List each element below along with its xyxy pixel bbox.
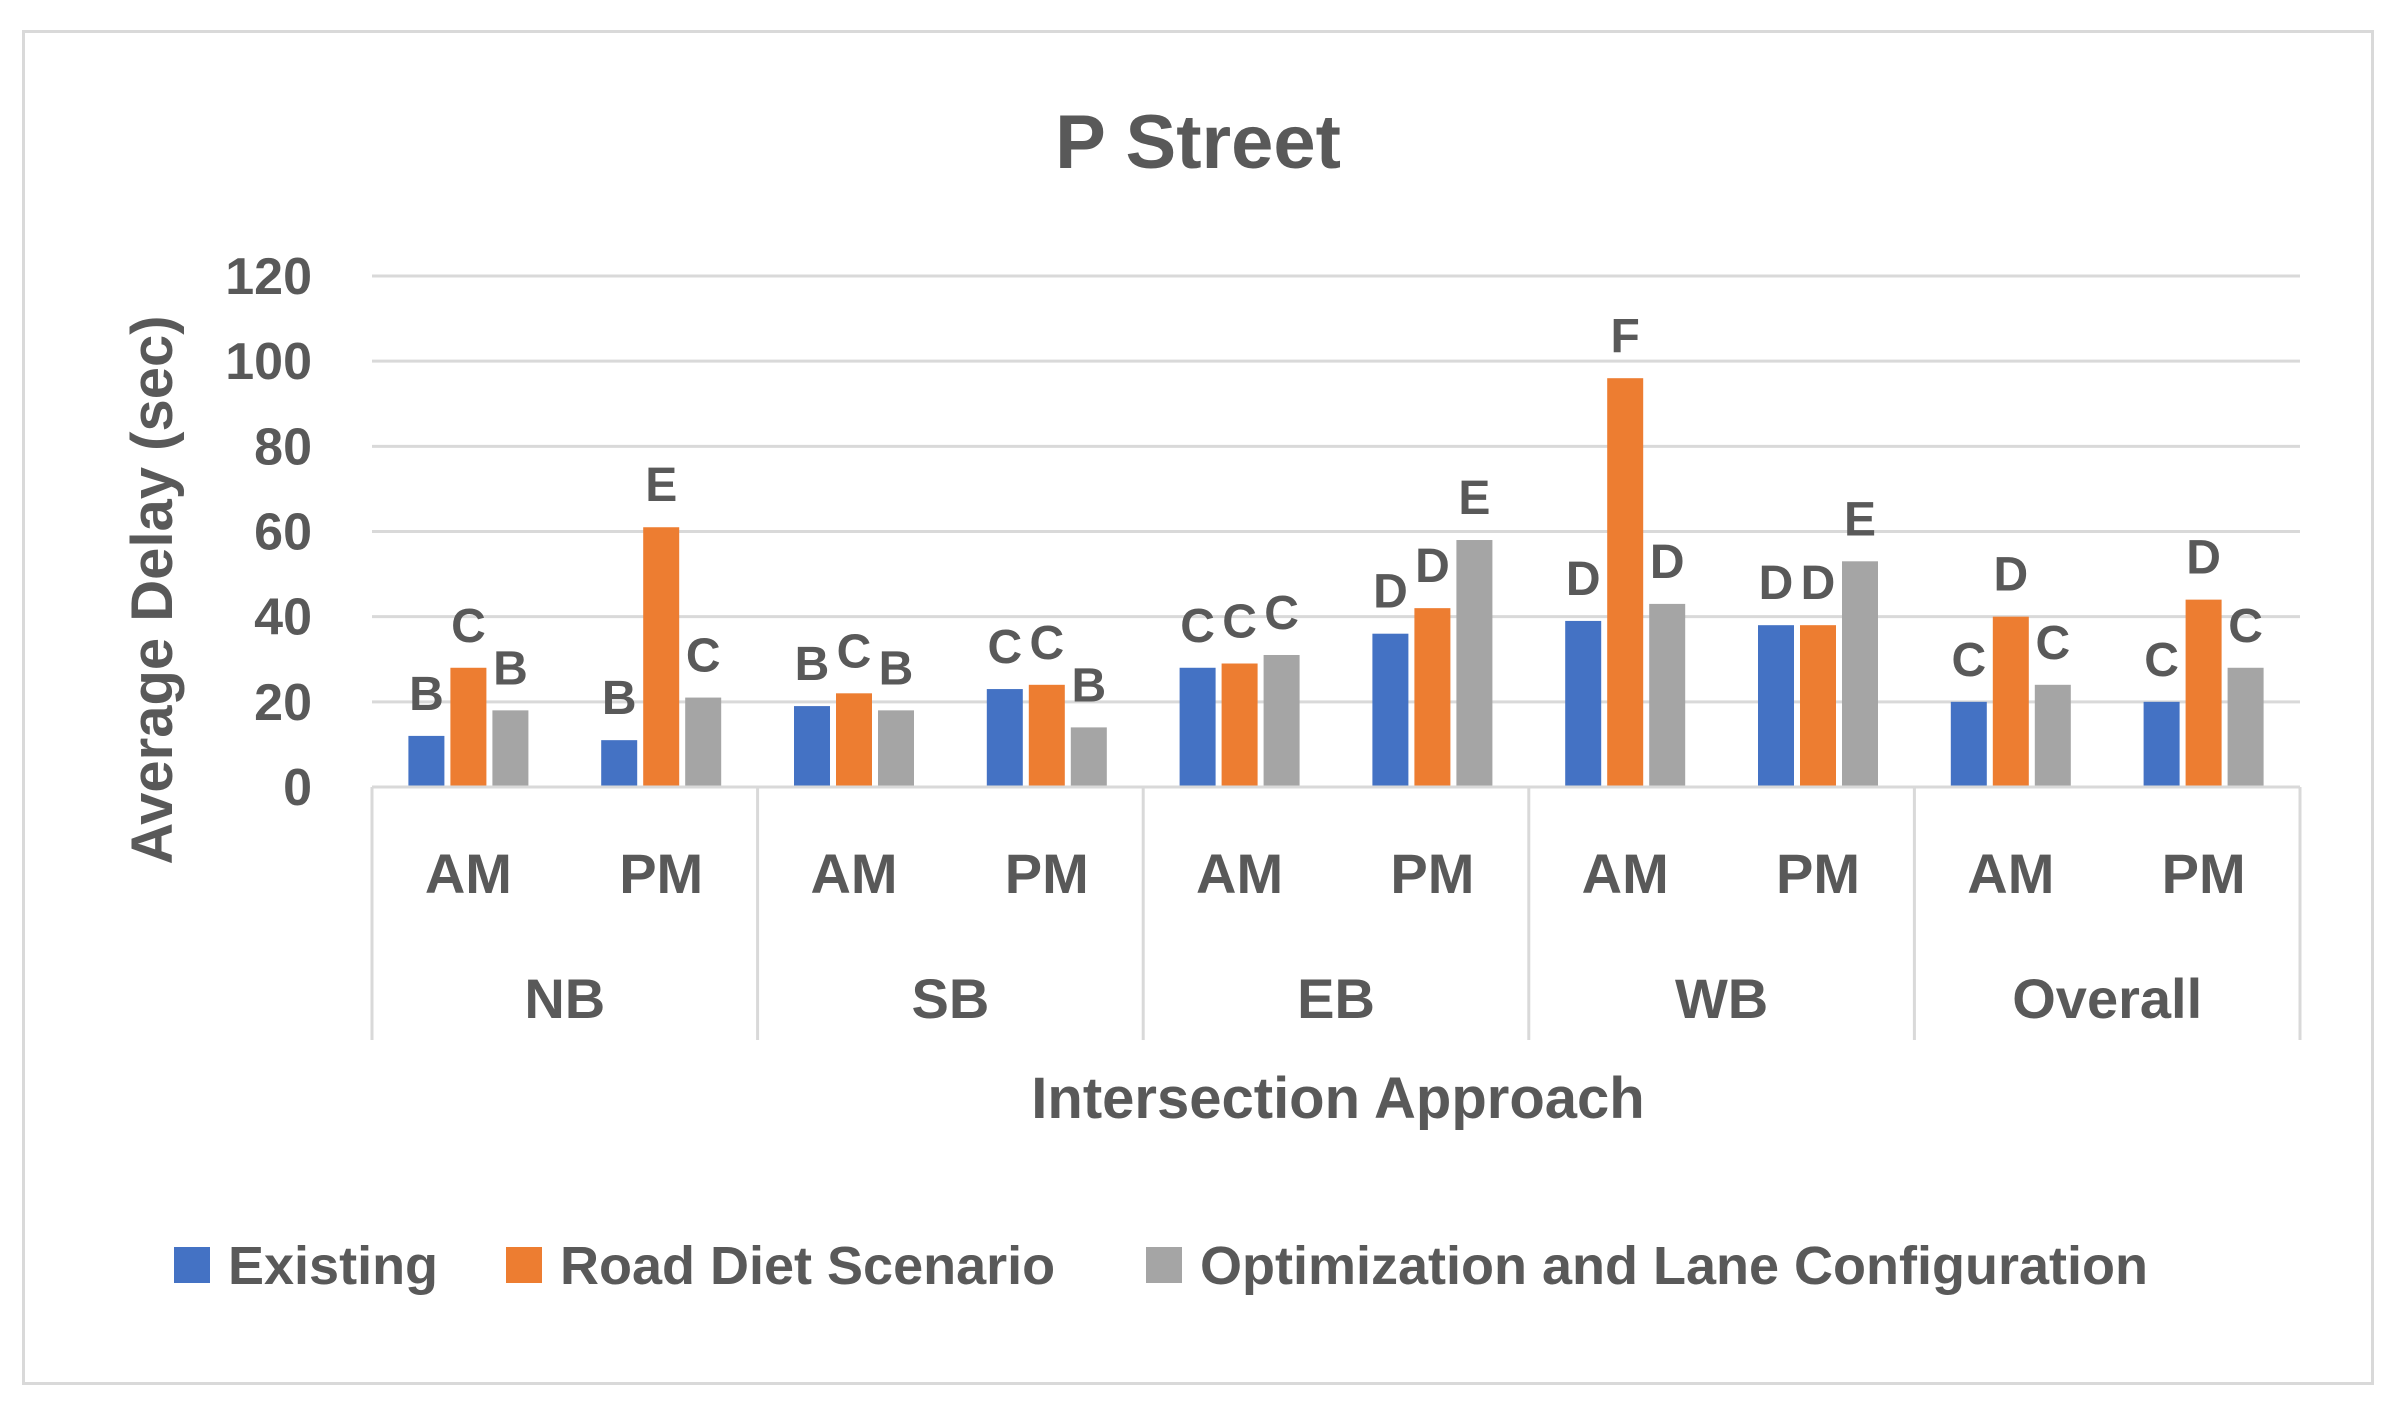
period-label: AM (1967, 842, 2054, 905)
los-label: C (1951, 634, 1986, 687)
bar-road-diet-scenario (643, 527, 680, 787)
los-label: D (1566, 553, 1601, 606)
bar-optimization-and-lane-configuration (1456, 540, 1493, 787)
y-tick-label: 80 (254, 418, 312, 476)
period-label: AM (1582, 842, 1669, 905)
los-label: D (1373, 566, 1408, 619)
y-tick-label: 100 (225, 333, 312, 391)
bar-optimization-and-lane-configuration (492, 710, 529, 787)
los-label: B (1071, 659, 1106, 712)
los-label: C (1180, 600, 1215, 653)
bar-optimization-and-lane-configuration (1842, 561, 1878, 787)
y-tick-label: 120 (225, 248, 312, 306)
period-label: AM (1196, 842, 1283, 905)
group-label: WB (1675, 967, 1768, 1030)
legend-swatch (174, 1247, 210, 1283)
y-tick-labels: 0 20 40 60 80 100 120 (225, 248, 312, 817)
y-tick-label: 20 (254, 674, 312, 732)
y-tick-label: 60 (254, 504, 312, 562)
los-label: C (2144, 634, 2179, 687)
bar-existing (408, 735, 445, 787)
los-label: D (1801, 557, 1836, 610)
los-label: B (879, 642, 914, 695)
bar-existing (794, 706, 830, 787)
bar-existing (1758, 625, 1794, 787)
bar-road-diet-scenario (1607, 378, 1644, 787)
bar-road-diet-scenario (1028, 684, 1065, 787)
bar-optimization-and-lane-configuration (1649, 603, 1686, 787)
group-label: NB (524, 967, 605, 1030)
bar-optimization-and-lane-configuration (2034, 684, 2071, 787)
y-tick-label: 0 (283, 759, 312, 817)
los-label: C (1264, 587, 1299, 640)
period-label: AM (810, 842, 897, 905)
los-label: B (602, 672, 637, 725)
bar-optimization-and-lane-configuration (1263, 654, 1300, 787)
los-label: D (1650, 536, 1685, 589)
los-label: B (493, 642, 528, 695)
bar-road-diet-scenario (450, 667, 487, 787)
los-label: C (2035, 617, 2070, 670)
los-label: D (1759, 557, 1794, 610)
bars (408, 378, 2264, 787)
los-label: C (686, 630, 721, 683)
los-label: D (2186, 532, 2221, 585)
bar-existing (986, 689, 1023, 787)
y-tick-label: 40 (254, 589, 312, 647)
x-axis-title: Intersection Approach (1031, 1066, 1644, 1131)
bar-optimization-and-lane-configuration (2227, 667, 2264, 787)
bar-optimization-and-lane-configuration (878, 710, 914, 787)
los-label: C (1222, 596, 1257, 649)
los-label: F (1611, 310, 1640, 363)
legend: Existing Road Diet Scenario Optimization a… (174, 1236, 2148, 1296)
period-label: PM (1776, 842, 1860, 905)
los-label: B (409, 668, 444, 721)
legend-swatch (1146, 1247, 1182, 1283)
los-label: C (451, 600, 486, 653)
los-label: E (1844, 493, 1876, 546)
y-axis-title: Average Delay (sec) (120, 315, 185, 864)
period-label: PM (1005, 842, 1089, 905)
legend-label: Road Diet Scenario (560, 1236, 1055, 1296)
bar-existing (1950, 701, 1987, 787)
los-label: C (987, 621, 1022, 674)
group-label: EB (1297, 967, 1375, 1030)
los-label: D (1415, 540, 1450, 593)
bar-existing (601, 740, 638, 787)
bar-optimization-and-lane-configuration (1070, 727, 1107, 787)
bar-road-diet-scenario (1221, 663, 1258, 787)
bar-existing (2143, 701, 2180, 787)
legend-label: Existing (228, 1236, 438, 1296)
bar-road-diet-scenario (836, 693, 872, 787)
los-label: D (1993, 549, 2028, 602)
period-label: PM (619, 842, 703, 905)
legend-swatch (506, 1247, 542, 1283)
bar-existing (1565, 620, 1602, 787)
los-label: C (1029, 617, 1064, 670)
los-label: C (837, 625, 872, 678)
bar-road-diet-scenario (1992, 616, 2029, 787)
period-label: PM (1390, 842, 1474, 905)
group-label: Overall (2012, 967, 2202, 1030)
period-label: AM (425, 842, 512, 905)
bar-optimization-and-lane-configuration (685, 697, 722, 787)
bar-road-diet-scenario (1800, 625, 1836, 787)
los-label: C (2228, 600, 2263, 653)
bar-existing (1179, 667, 1216, 787)
period-label: PM (2162, 842, 2246, 905)
group-label: SB (912, 967, 990, 1030)
chart-title: P Street (1055, 100, 1341, 185)
bar-existing (1372, 633, 1409, 787)
legend-label: Optimization and Lane Configuration (1200, 1236, 2148, 1296)
bar-road-diet-scenario (1414, 608, 1451, 787)
los-label: B (795, 638, 830, 691)
bar-road-diet-scenario (2185, 599, 2222, 787)
los-label: E (645, 459, 677, 512)
los-label: E (1458, 472, 1490, 525)
